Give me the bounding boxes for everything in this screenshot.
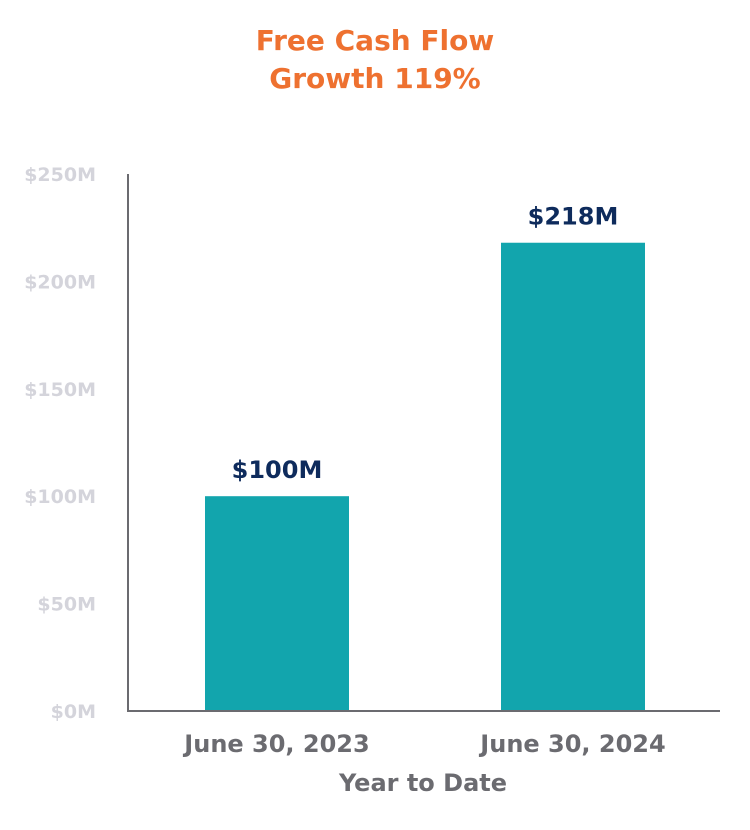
y-tick-label: $250M [24, 164, 96, 186]
bar [205, 496, 349, 711]
chart-subtitle: Growth 119% [269, 62, 481, 95]
y-axis-tick-labels: $0M $50M $100M $150M $200M $250M [24, 164, 96, 723]
x-category-label: June 30, 2024 [478, 730, 665, 758]
bar [501, 242, 645, 711]
bar-value-label: $218M [528, 203, 619, 231]
y-tick-label: $100M [24, 486, 96, 508]
bars [205, 242, 645, 711]
x-axis-category-labels: June 30, 2023 June 30, 2024 [182, 730, 665, 758]
x-axis-title: Year to Date [338, 769, 507, 797]
y-tick-label: $200M [24, 271, 96, 293]
bar-value-label: $100M [232, 456, 323, 484]
chart-title: Free Cash Flow [255, 24, 495, 57]
x-category-label: June 30, 2023 [182, 730, 369, 758]
y-tick-label: $150M [24, 379, 96, 401]
chart-title-block: Free Cash Flow Growth 119% [0, 22, 750, 98]
y-tick-label: $0M [51, 701, 96, 723]
y-tick-label: $50M [37, 594, 96, 616]
bar-value-labels: $100M $218M [232, 203, 619, 484]
